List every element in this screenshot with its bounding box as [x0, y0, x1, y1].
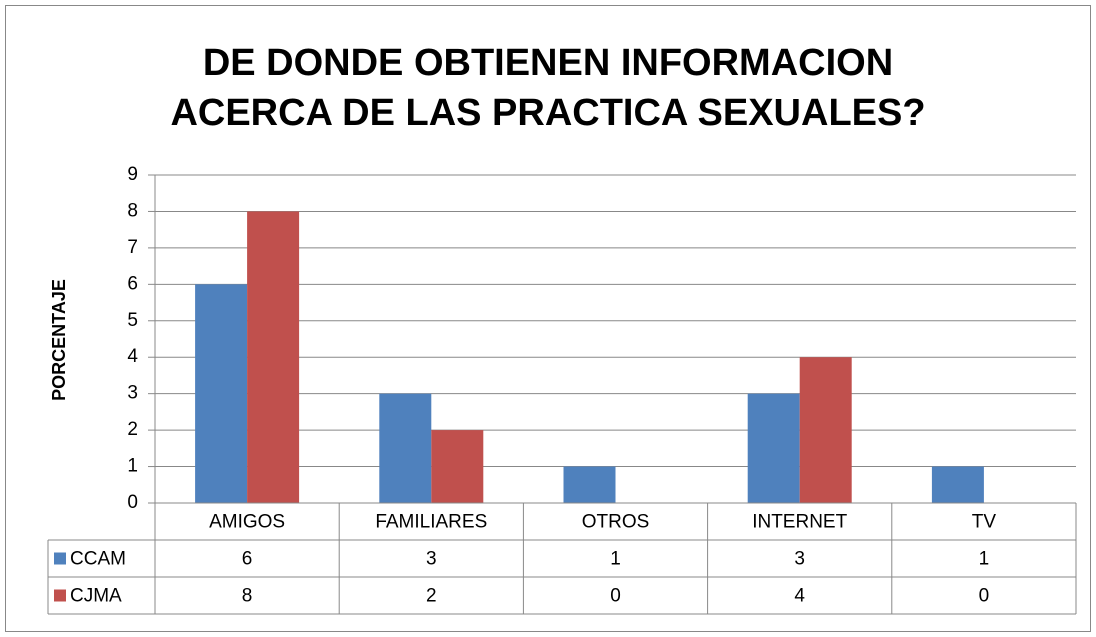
y-tick-label: 1	[127, 456, 138, 477]
legend-key	[54, 552, 66, 565]
bar	[747, 393, 800, 503]
legend-label: CJMA	[70, 586, 122, 607]
table-value: 8	[242, 586, 253, 607]
y-tick-label: 7	[127, 237, 138, 258]
y-tick-label: 9	[127, 164, 138, 185]
y-tick-label: 5	[127, 310, 138, 331]
table-value: 0	[979, 586, 990, 607]
table-value: 2	[426, 586, 437, 607]
y-tick-label: 4	[127, 346, 138, 367]
bar	[195, 284, 248, 503]
table-value: 6	[242, 549, 253, 570]
table-value: 0	[610, 586, 621, 607]
chart-frame	[5, 5, 1091, 632]
y-tick-label: 2	[127, 419, 138, 440]
x-tick-label: INTERNET	[752, 512, 847, 533]
legend-key	[54, 589, 66, 602]
x-tick-label: FAMILIARES	[375, 512, 487, 533]
legend-label: CCAM	[70, 549, 126, 570]
y-axis-label: PORCENTAJE	[49, 279, 69, 401]
x-tick-label: TV	[972, 512, 997, 533]
table-value: 4	[794, 586, 805, 607]
y-tick-label: 6	[127, 273, 138, 294]
bar	[379, 393, 432, 503]
bar	[931, 466, 984, 503]
bar	[431, 430, 484, 503]
bar	[799, 357, 852, 503]
y-tick-label: 3	[127, 383, 138, 404]
table-value: 1	[979, 549, 990, 570]
y-tick-label: 8	[127, 200, 138, 221]
bar	[247, 211, 300, 503]
table-value: 3	[794, 549, 805, 570]
bar	[563, 466, 616, 503]
x-tick-label: OTROS	[582, 512, 650, 533]
table-value: 3	[426, 549, 437, 570]
table-value: 1	[610, 549, 621, 570]
chart-title: DE DONDE OBTIENEN INFORMACION ACERCA DE …	[170, 42, 926, 134]
x-tick-label: AMIGOS	[209, 512, 285, 533]
y-tick-label: 0	[127, 492, 138, 513]
